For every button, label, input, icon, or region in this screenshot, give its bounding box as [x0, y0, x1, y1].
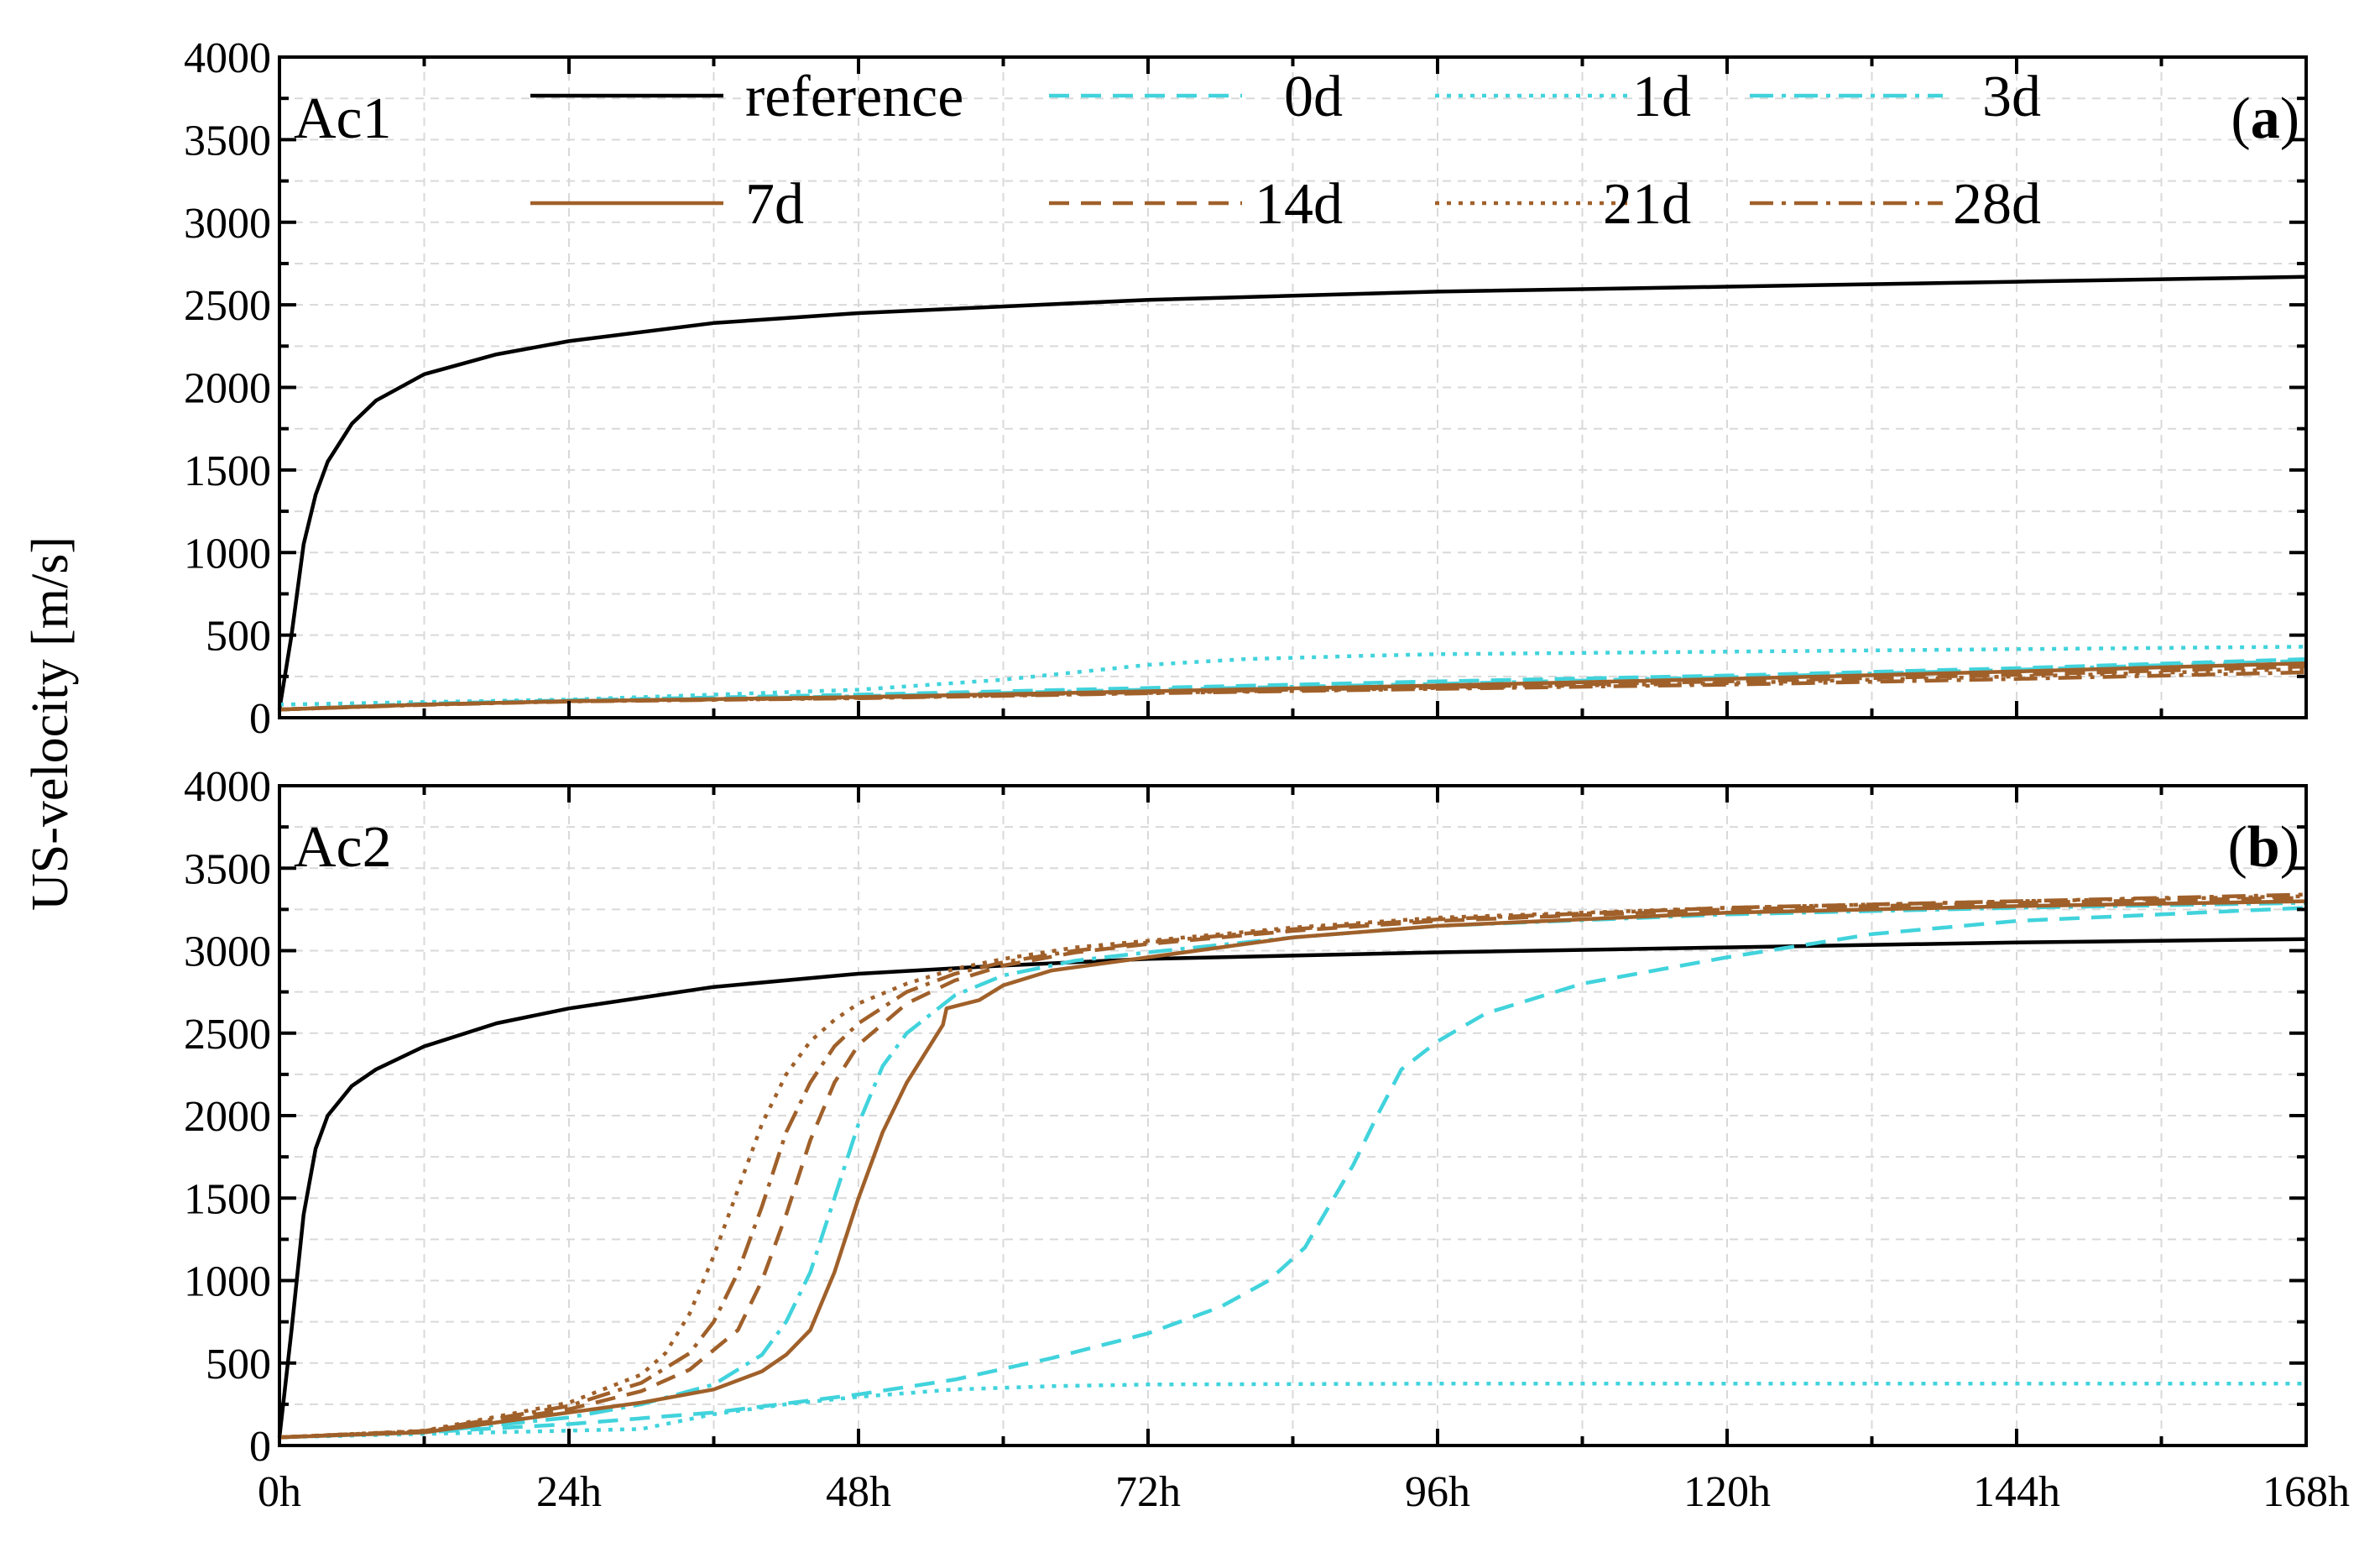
series-line-28d: [279, 892, 2307, 1440]
y-tick-label: 1000: [184, 530, 271, 578]
legend-label-1d: 1d: [1632, 65, 1691, 129]
series-line-0d: [279, 906, 2307, 1440]
legend-label-reference: reference: [745, 65, 963, 129]
series-line-reference: [277, 274, 2307, 710]
panel-label: Ac1: [294, 86, 392, 151]
y-tick-label: 1500: [184, 447, 271, 495]
x-tick-label: 24h: [536, 1468, 602, 1516]
y-tick-label: 2500: [184, 1011, 271, 1059]
legend: reference 0d 1d 3d 7d 14d 21d 28d: [530, 65, 2041, 237]
x-tick-label: 168h: [2263, 1468, 2350, 1516]
x-tick-label: 0h: [258, 1468, 301, 1516]
y-tick-label: 1500: [184, 1175, 271, 1223]
y-tick-label: 3500: [184, 845, 271, 893]
series-line-7d: [279, 899, 2307, 1440]
y-tick-label: 3000: [184, 928, 271, 976]
panel-a: 0 500 1000 1500 2000 2500 3000 3500 4000 Ac1 (a) re…: [184, 34, 2308, 743]
y-tick-label: 500: [206, 613, 271, 661]
legend-label-14d: 14d: [1255, 172, 1343, 237]
panel-label: Ac2: [294, 815, 392, 880]
panel-b: 0 500 1000 1500 2000 2500 3000 3500 4000 0h 24h 48h…: [184, 763, 2350, 1516]
x-tick-label: 144h: [1973, 1468, 2060, 1516]
y-tick-label: 2500: [184, 282, 271, 330]
series-line-21d: [279, 894, 2307, 1440]
legend-label-0d: 0d: [1284, 65, 1343, 129]
legend-label-7d: 7d: [745, 172, 804, 237]
y-tick-label: 4000: [184, 763, 271, 811]
x-tick-label: 120h: [1683, 1468, 1771, 1516]
y-tick-label: 500: [206, 1341, 271, 1388]
series-line-reference: [277, 937, 2307, 1438]
x-tick-label: 72h: [1115, 1468, 1181, 1516]
x-tick-label: 96h: [1405, 1468, 1470, 1516]
chart-panels: 0 500 1000 1500 2000 2500 3000 3500 4000 Ac1 (a) re…: [184, 34, 2350, 1516]
panel-tag: (b): [2227, 815, 2299, 880]
y-axis-title: US-velocity [m/s]: [22, 536, 79, 911]
y-tick-label: 0: [249, 1423, 271, 1471]
y-tick-label: 2000: [184, 365, 271, 413]
series-line-1d: [279, 645, 2307, 707]
legend-label-3d: 3d: [1982, 65, 2041, 129]
y-tick-label: 0: [249, 695, 271, 743]
y-tick-label: 1000: [184, 1258, 271, 1306]
x-tick-label: 48h: [826, 1468, 891, 1516]
series-line-28d: [279, 670, 2307, 712]
y-tick-label: 3000: [184, 200, 271, 248]
y-tick-label: 2000: [184, 1093, 271, 1141]
legend-label-28d: 28d: [1953, 172, 2041, 237]
legend-label-21d: 21d: [1603, 172, 1691, 237]
panel-tag: (a): [2231, 86, 2299, 151]
y-tick-label: 3500: [184, 117, 271, 165]
y-tick-label: 4000: [184, 34, 271, 82]
